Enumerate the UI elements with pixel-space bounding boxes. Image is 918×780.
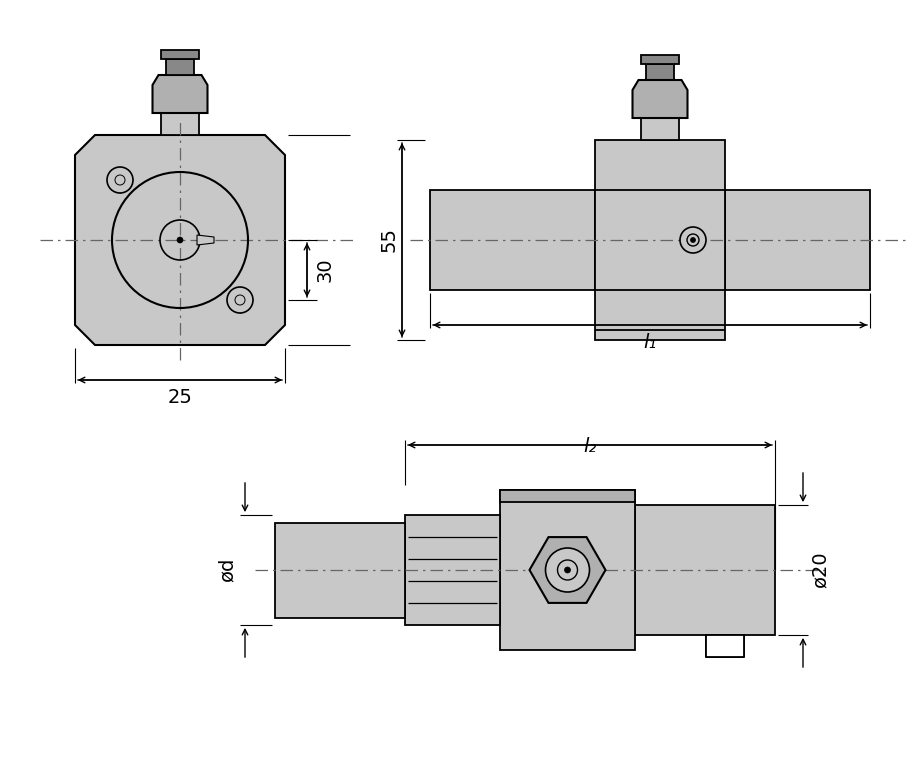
Circle shape	[680, 227, 706, 253]
Text: 30: 30	[315, 257, 334, 282]
Bar	[646, 64, 674, 80]
Bar	[641, 118, 679, 140]
Text: l₁: l₁	[644, 333, 656, 352]
Bar	[500, 490, 635, 650]
Text: ø20: ø20	[811, 551, 830, 588]
Bar	[500, 490, 635, 502]
Polygon shape	[152, 75, 207, 113]
Polygon shape	[197, 235, 214, 245]
Text: 55: 55	[380, 228, 399, 253]
Text: ød: ød	[218, 558, 237, 582]
Bar	[725, 190, 870, 290]
Bar	[635, 505, 775, 635]
Circle shape	[690, 237, 696, 243]
Bar	[430, 190, 595, 290]
Polygon shape	[530, 537, 606, 603]
Circle shape	[227, 287, 253, 313]
Bar	[161, 50, 199, 59]
Circle shape	[177, 237, 183, 243]
Circle shape	[545, 548, 589, 592]
Bar	[161, 113, 199, 135]
Text: l₂: l₂	[583, 437, 597, 456]
Bar	[706, 635, 744, 657]
Text: 25: 25	[168, 388, 193, 407]
Circle shape	[565, 567, 570, 573]
Polygon shape	[633, 80, 688, 118]
Bar	[275, 523, 405, 618]
Polygon shape	[75, 135, 285, 345]
Bar	[166, 59, 194, 75]
Bar	[641, 55, 679, 64]
Bar	[595, 140, 725, 340]
Bar	[405, 515, 500, 625]
Circle shape	[107, 167, 133, 193]
